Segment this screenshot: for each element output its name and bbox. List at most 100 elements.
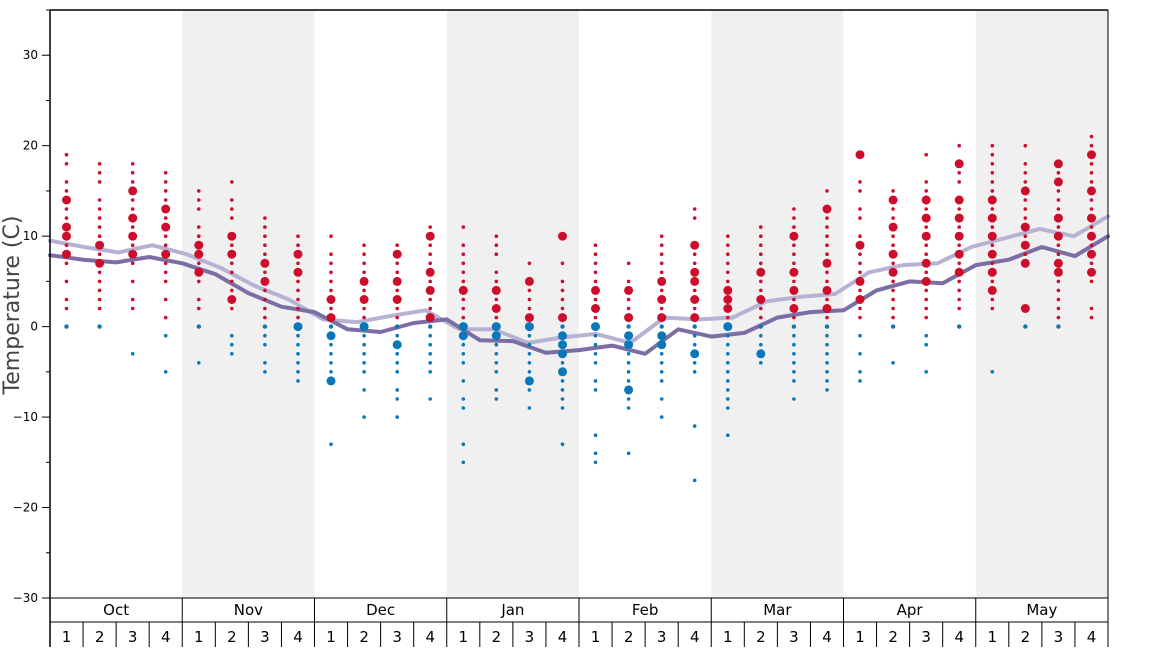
temperature-point	[428, 261, 433, 266]
temperature-point	[163, 171, 168, 175]
temperature-point	[825, 225, 829, 229]
temperature-point	[825, 370, 829, 374]
temperature-point	[97, 288, 102, 293]
temperature-point	[64, 279, 69, 284]
temperature-point-large	[1020, 240, 1030, 250]
temperature-point	[263, 306, 267, 311]
temperature-point	[296, 279, 300, 284]
temperature-point	[1089, 207, 1094, 211]
temperature-point-large	[657, 276, 667, 286]
week-label: 1	[988, 628, 998, 646]
temperature-point	[659, 361, 664, 365]
temperature-point	[163, 315, 168, 320]
temperature-point	[64, 162, 69, 166]
temperature-point	[163, 243, 168, 247]
temperature-point	[726, 315, 730, 320]
temperature-point	[64, 207, 69, 211]
temperature-point	[428, 352, 433, 356]
week-label: 3	[657, 628, 667, 646]
temperature-point	[659, 370, 664, 374]
temperature-point	[494, 370, 499, 374]
month-shade-nov	[182, 10, 315, 598]
temperature-point	[263, 297, 267, 302]
temperature-point	[957, 288, 961, 293]
temperature-point	[560, 297, 565, 302]
temperature-point-large	[789, 267, 799, 277]
temperature-point	[494, 252, 499, 256]
temperature-point	[329, 306, 333, 311]
temperature-point-large	[260, 276, 270, 286]
temperature-point	[329, 270, 333, 275]
temperature-point	[395, 361, 400, 365]
temperature-point	[296, 234, 300, 238]
temperature-point-large	[227, 295, 237, 304]
temperature-point-large	[392, 276, 402, 286]
temperature-point-large	[954, 267, 964, 277]
temperature-point	[825, 388, 829, 392]
temperature-point-large	[591, 322, 600, 332]
temperature-point-large	[227, 249, 237, 259]
temperature-point-large	[1020, 186, 1030, 196]
temperature-point	[593, 388, 598, 392]
temperature-point-large	[491, 322, 501, 332]
temperature-point-large	[789, 285, 799, 295]
week-label: 4	[690, 628, 700, 646]
temperature-point-large	[558, 313, 567, 323]
temperature-point	[263, 333, 267, 338]
temperature-point	[560, 279, 565, 284]
temperature-point	[1089, 225, 1094, 229]
temperature-point-large	[95, 258, 105, 268]
temperature-point	[494, 388, 499, 392]
temperature-point-large	[359, 322, 369, 332]
temperature-point	[726, 352, 730, 356]
temperature-point	[461, 270, 466, 275]
temperature-point	[461, 297, 466, 302]
temperature-point	[891, 297, 895, 302]
temperature-point-large	[723, 322, 733, 332]
temperature-point	[825, 279, 829, 284]
temperature-point	[395, 352, 400, 356]
temperature-point	[494, 279, 499, 284]
temperature-point	[593, 460, 598, 465]
temperature-point	[97, 279, 102, 284]
y-tick-label: −20	[13, 501, 38, 515]
temperature-point	[692, 424, 697, 428]
temperature-point	[296, 370, 300, 374]
temperature-point	[726, 279, 730, 284]
week-label: 2	[888, 628, 898, 646]
temperature-point	[494, 234, 499, 238]
temperature-point	[461, 261, 466, 266]
temperature-point-large	[624, 313, 634, 323]
temperature-point	[1056, 306, 1061, 311]
temperature-point	[560, 306, 565, 311]
temperature-point	[1023, 171, 1028, 175]
temperature-point	[858, 379, 862, 383]
temperature-point	[825, 315, 829, 320]
temperature-point	[858, 252, 862, 256]
temperature-point	[395, 243, 400, 247]
temperature-point-large	[1053, 177, 1063, 187]
temperature-point-large	[921, 213, 931, 223]
temperature-point	[692, 207, 697, 211]
temperature-point-large	[756, 349, 766, 359]
temperature-point-large	[624, 285, 634, 295]
temperature-point	[395, 388, 400, 392]
temperature-point-large	[822, 258, 832, 268]
temperature-point	[97, 297, 102, 302]
temperature-point	[726, 234, 730, 238]
temperature-point	[825, 352, 829, 356]
temperature-point	[825, 379, 829, 383]
month-label: Nov	[234, 601, 263, 619]
temperature-point-large	[62, 231, 71, 241]
temperature-point-large	[62, 195, 71, 205]
temperature-point-large	[921, 276, 931, 286]
temperature-point	[1023, 180, 1028, 184]
temperature-point	[263, 270, 267, 275]
temperature-point	[362, 252, 366, 256]
temperature-point	[659, 415, 664, 419]
temperature-point	[1056, 297, 1061, 302]
temperature-point	[230, 279, 234, 284]
temperature-point-large	[128, 231, 138, 241]
temperature-point	[593, 361, 598, 365]
temperature-point	[659, 270, 664, 275]
